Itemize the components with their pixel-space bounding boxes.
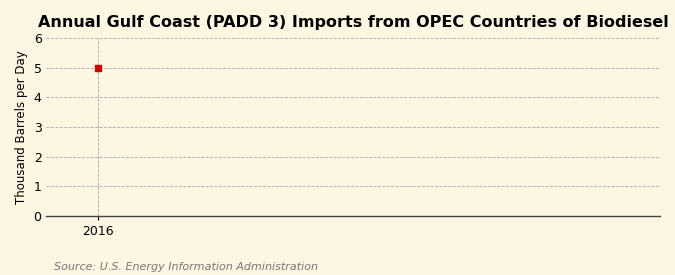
Y-axis label: Thousand Barrels per Day: Thousand Barrels per Day <box>15 50 28 204</box>
Title: Annual Gulf Coast (PADD 3) Imports from OPEC Countries of Biodiesel: Annual Gulf Coast (PADD 3) Imports from … <box>38 15 668 30</box>
Text: Source: U.S. Energy Information Administration: Source: U.S. Energy Information Administ… <box>54 262 318 272</box>
